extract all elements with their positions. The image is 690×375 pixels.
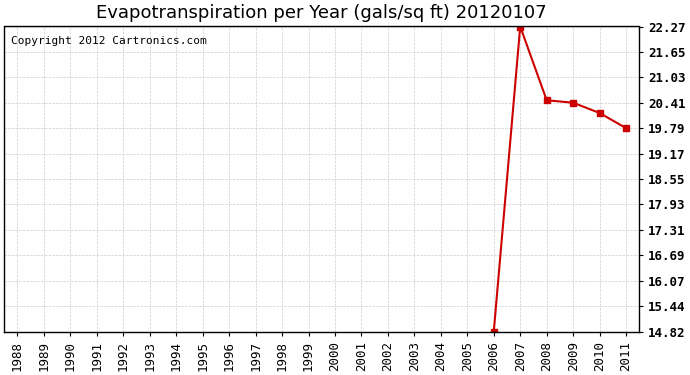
Title: Evapotranspiration per Year (gals/sq ft) 20120107: Evapotranspiration per Year (gals/sq ft)… xyxy=(97,4,547,22)
Text: Copyright 2012 Cartronics.com: Copyright 2012 Cartronics.com xyxy=(10,36,206,46)
